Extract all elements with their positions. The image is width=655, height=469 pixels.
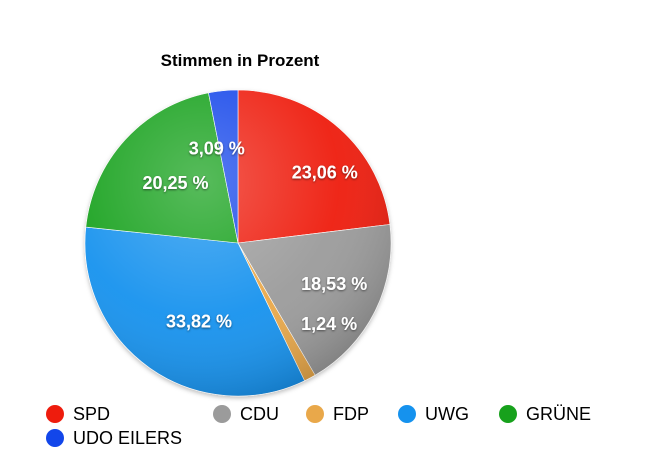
legend-label: CDU: [240, 404, 279, 424]
slice-label-uwg: 33,82 %: [166, 312, 232, 332]
legend-label: FDP: [333, 404, 369, 424]
legend-item-udo-eilers: UDO EILERS: [46, 428, 182, 448]
legend-swatch: [398, 405, 416, 423]
slice-label-cdu: 18,53 %: [301, 274, 367, 294]
legend-swatch: [46, 405, 64, 423]
legend-label: GRÜNE: [526, 404, 591, 424]
legend-swatch: [499, 405, 517, 423]
legend-swatch: [213, 405, 231, 423]
slice-label-fdp: 1,24 %: [301, 314, 357, 334]
chart-title: Stimmen in Prozent: [161, 51, 320, 70]
legend-label: UWG: [425, 404, 469, 424]
slice-label-spd: 23,06 %: [292, 162, 358, 182]
slice-label-udo-eilers: 3,09 %: [189, 139, 245, 159]
slice-label-gr-ne: 20,25 %: [142, 173, 208, 193]
legend-item-uwg: UWG: [398, 404, 469, 424]
legend-swatch: [306, 405, 324, 423]
slice-labels: 23,06 % 18,53 % 1,24 % 33,82 % 20,25 % 3,09 %: [142, 139, 367, 334]
legend-item-cdu: CDU: [213, 404, 279, 424]
legend-label: SPD: [73, 404, 110, 424]
legend-item-gr-ne: GRÜNE: [499, 404, 591, 424]
legend: SPD CDU FDP UWG GRÜNE UDO EILERS: [46, 404, 591, 448]
legend-item-fdp: FDP: [306, 404, 369, 424]
pie-slices: [84, 89, 392, 397]
legend-item-spd: SPD: [46, 404, 110, 424]
legend-swatch: [46, 429, 64, 447]
legend-label: UDO EILERS: [73, 428, 182, 448]
